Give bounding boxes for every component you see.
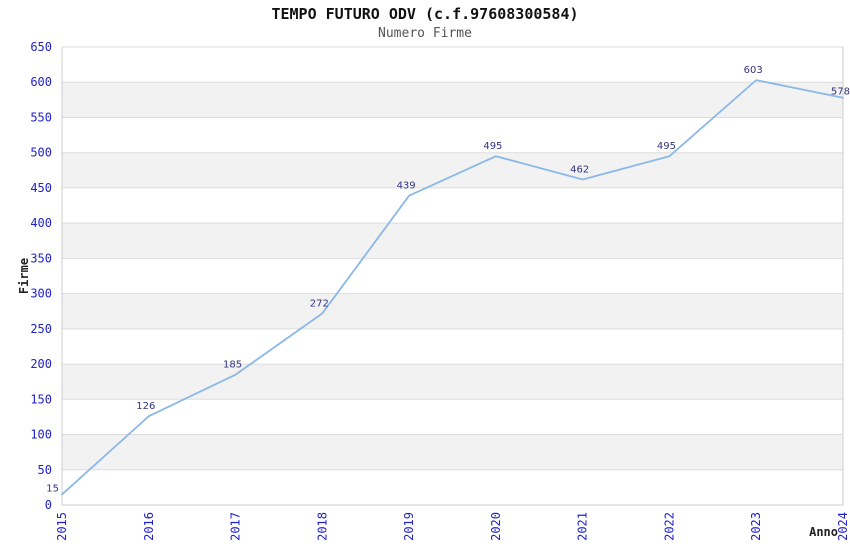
x-tick-label: 2016	[142, 512, 156, 541]
data-point-label: 603	[744, 65, 763, 76]
data-point-label: 495	[657, 141, 676, 152]
y-tick-label: 350	[30, 251, 52, 265]
x-tick-label: 2018	[315, 512, 329, 541]
data-point-label: 15	[46, 483, 59, 494]
y-tick-label: 450	[30, 181, 52, 195]
data-point-label: 126	[136, 401, 155, 412]
y-tick-label: 100	[30, 428, 52, 442]
plot-band	[62, 434, 843, 470]
y-tick-label: 500	[30, 146, 52, 160]
y-tick-label: 150	[30, 392, 52, 406]
series-line	[61, 79, 844, 496]
data-point-label: 439	[397, 181, 416, 192]
x-tick-label: 2024	[836, 512, 850, 541]
x-tick-label: 2021	[576, 512, 590, 541]
chart-subtitle: Numero Firme	[378, 26, 472, 41]
x-tick-label: 2020	[489, 512, 503, 541]
y-tick-label: 200	[30, 357, 52, 371]
plot-band	[62, 82, 843, 118]
chart-title: TEMPO FUTURO ODV (c.f.97608300584)	[271, 5, 579, 23]
plot-band	[62, 293, 843, 329]
y-tick-label: 550	[30, 110, 52, 124]
x-tick-label: 2022	[662, 512, 676, 541]
y-tick-label: 600	[30, 75, 52, 89]
data-point-label: 578	[831, 87, 850, 98]
plot-band	[62, 223, 843, 259]
y-tick-label: 0	[45, 498, 52, 512]
y-tick-label: 250	[30, 322, 52, 336]
x-axis-title: Anno	[809, 525, 838, 539]
x-tick-label: 2015	[55, 512, 69, 541]
x-tick-label: 2017	[229, 512, 243, 541]
data-point-label: 185	[223, 360, 242, 371]
y-tick-label: 50	[38, 463, 52, 477]
y-tick-label: 300	[30, 287, 52, 301]
x-tick-label: 2019	[402, 512, 416, 541]
y-tick-label: 650	[30, 40, 52, 54]
plot-band	[62, 152, 843, 188]
data-point-label: 462	[570, 164, 589, 175]
x-tick-label: 2023	[749, 512, 763, 541]
y-tick-label: 400	[30, 216, 52, 230]
plot-band	[62, 364, 843, 400]
y-axis-title: Firme	[17, 258, 31, 294]
data-point-label: 272	[310, 298, 329, 309]
data-point-label: 495	[483, 141, 502, 152]
